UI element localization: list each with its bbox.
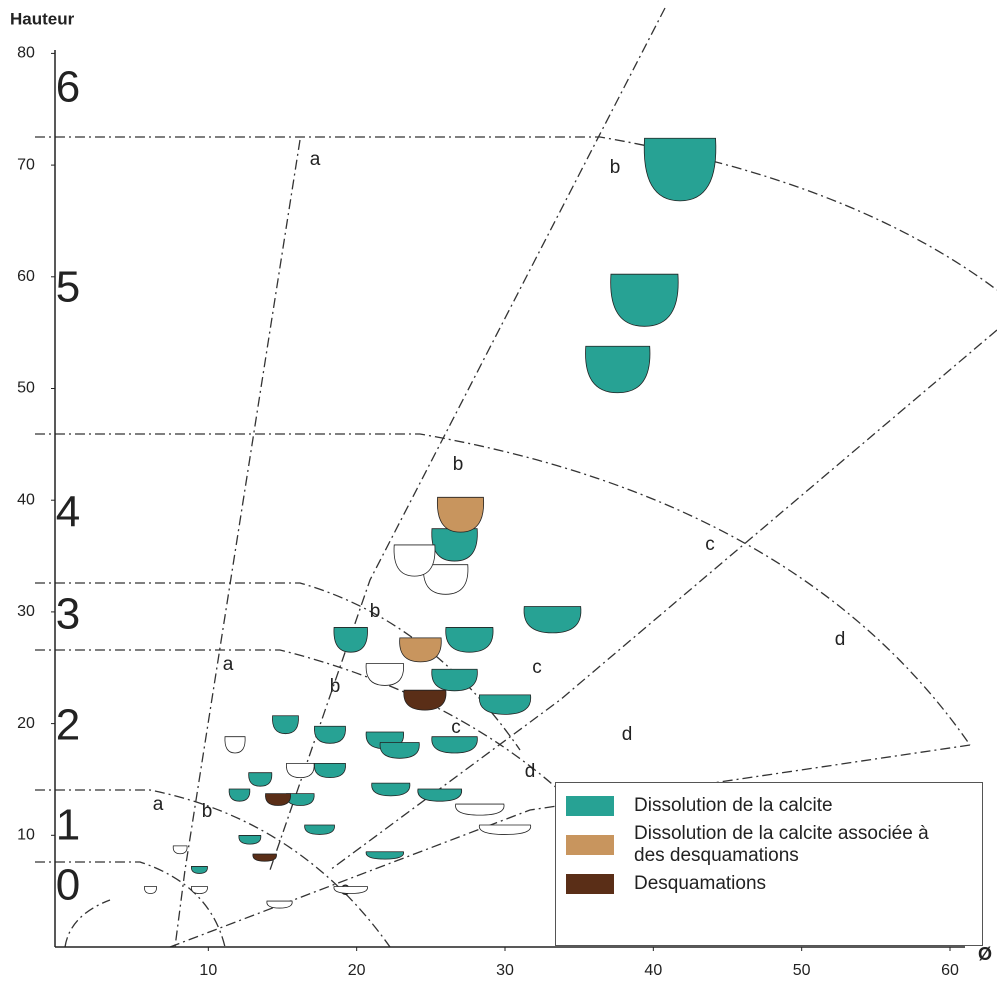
x-axis-label: Ø [978, 944, 992, 964]
vessel [265, 793, 292, 806]
x-tick-label: 30 [496, 962, 514, 979]
zone-label: 1 [56, 801, 80, 850]
vessel [304, 824, 335, 835]
zone-letter: b [330, 676, 341, 697]
zone-letter: c [532, 657, 542, 678]
x-tick-label: 20 [348, 962, 366, 979]
vessel [431, 736, 478, 754]
vessel [252, 853, 277, 862]
vessel [423, 564, 469, 595]
y-tick-label: 30 [17, 603, 35, 620]
legend-label: Desquamations [634, 873, 767, 894]
zone-letter: b [453, 454, 464, 475]
legend-label: Dissolution de la calcite associée à des… [634, 823, 929, 866]
vessel [399, 637, 442, 663]
y-tick-label: 50 [17, 380, 35, 397]
zone-letter: b [370, 601, 381, 622]
vessel [431, 528, 478, 562]
zone-letter: d [525, 761, 536, 782]
vessel [224, 736, 246, 754]
zone-letter: a [223, 654, 234, 675]
vessel [314, 763, 346, 779]
vessel [286, 763, 315, 779]
vessel [190, 886, 208, 894]
vessel [455, 803, 505, 816]
legend-label: Dissolution de la calcite [634, 795, 833, 816]
zone-label: 6 [56, 63, 80, 112]
x-tick-label: 10 [199, 962, 217, 979]
vessel [333, 886, 368, 894]
legend-item: Dissolution de la calcite [566, 795, 972, 817]
vessel [431, 668, 478, 692]
vessel [393, 544, 436, 577]
vessel [228, 788, 251, 802]
legend-swatch [566, 796, 614, 816]
vessel [144, 886, 157, 894]
vessel [478, 824, 532, 835]
x-tick-label: 40 [644, 962, 662, 979]
legend-item: Dissolution de la calcite associée à des… [566, 823, 972, 867]
vessel [523, 606, 582, 634]
vessel [172, 845, 188, 855]
vessel [314, 725, 346, 744]
zone-letter: b [202, 801, 213, 822]
vessel [190, 866, 208, 874]
vessel [437, 496, 484, 533]
vessel [248, 772, 273, 787]
zone-letter: a [310, 149, 321, 170]
zone-label: 5 [56, 263, 80, 312]
vessel [365, 663, 404, 686]
zone-label: 0 [56, 861, 80, 910]
vessel [417, 788, 463, 802]
zone-letter: d [622, 724, 633, 745]
y-tick-label: 80 [17, 45, 35, 62]
y-tick-label: 10 [17, 827, 35, 844]
vessel [266, 900, 293, 909]
x-tick-label: 60 [941, 962, 959, 979]
vessel [333, 627, 368, 653]
y-tick-label: 20 [17, 715, 35, 732]
legend-swatch [566, 835, 614, 855]
legend-swatch [566, 874, 614, 894]
legend: Dissolution de la calcite Dissolution de … [555, 782, 983, 946]
zone-letter: a [153, 794, 164, 815]
vessel [365, 851, 404, 860]
y-tick-label: 60 [17, 268, 35, 285]
zone-letter: c [705, 534, 715, 555]
y-axis-label: Hauteur [10, 9, 75, 28]
vessel [478, 694, 532, 715]
vessel [610, 273, 679, 327]
zone-letter: d [835, 629, 846, 650]
y-tick-label: 70 [17, 156, 35, 173]
x-tick-label: 50 [793, 962, 811, 979]
vessel [371, 782, 411, 797]
vessel [272, 715, 299, 735]
zone-letter: b [610, 157, 621, 178]
vessel [643, 137, 717, 202]
legend-item: Desquamations [566, 873, 972, 895]
zone-label: 2 [56, 701, 80, 750]
vessel [238, 835, 262, 845]
vessel [445, 627, 494, 653]
zone-letter: c [451, 717, 461, 738]
vessel [379, 742, 420, 759]
y-tick-label: 40 [17, 491, 35, 508]
zone-label: 3 [56, 590, 80, 639]
vessel [585, 345, 651, 394]
vessel [403, 689, 447, 711]
zone-label: 4 [56, 488, 80, 537]
